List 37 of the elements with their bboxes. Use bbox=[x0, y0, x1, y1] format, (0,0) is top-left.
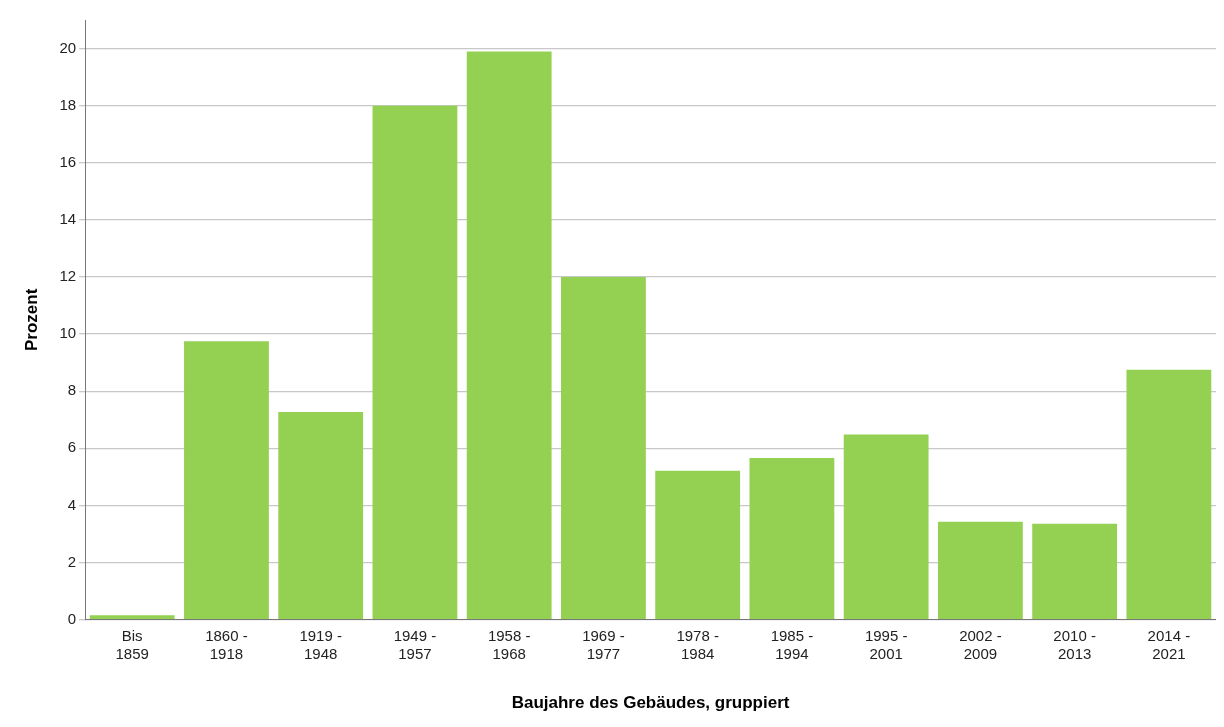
x-tick-label: 2010 - 2013 bbox=[1053, 626, 1096, 662]
bar bbox=[655, 470, 741, 619]
y-axis-title: Prozent bbox=[21, 288, 41, 351]
x-tick-label: 1978 - 1984 bbox=[676, 626, 719, 662]
bar bbox=[466, 51, 552, 619]
y-tick-label: 0 bbox=[67, 609, 77, 627]
x-tick-label: 1995 - 2001 bbox=[864, 626, 908, 662]
y-tick-label: 20 bbox=[59, 38, 77, 56]
x-tick-label: 2014 - 2021 bbox=[1147, 626, 1191, 662]
y-tick-label: 8 bbox=[67, 381, 77, 399]
x-tick-label: 1860 - 1918 bbox=[205, 626, 248, 662]
bar bbox=[372, 105, 458, 619]
bar bbox=[937, 521, 1023, 619]
x-tick-label: 1919 - 1948 bbox=[299, 626, 342, 662]
bar bbox=[749, 457, 835, 619]
y-tick-label: 12 bbox=[59, 267, 77, 285]
y-tick-label: 2 bbox=[67, 552, 77, 570]
y-tick-label: 10 bbox=[59, 324, 77, 342]
x-tick-label: 1985 - 1994 bbox=[770, 626, 814, 662]
y-tick-label: 6 bbox=[67, 438, 77, 456]
bar bbox=[278, 412, 364, 619]
y-tick-label: 14 bbox=[59, 210, 77, 228]
y-tick-label: 18 bbox=[59, 95, 77, 113]
y-tick-label: 16 bbox=[59, 152, 77, 170]
bar bbox=[89, 615, 175, 619]
x-tick-label: 1949 - 1957 bbox=[393, 626, 437, 662]
x-tick-label: Bis 1859 bbox=[115, 626, 149, 662]
x-tick-label: 1969 - 1977 bbox=[582, 626, 625, 662]
bar bbox=[1032, 523, 1118, 619]
bar bbox=[1126, 369, 1212, 619]
y-tick-label: 4 bbox=[67, 495, 77, 513]
bar bbox=[843, 434, 929, 619]
x-axis-title: Baujahre des Gebäudes, gruppiert bbox=[511, 693, 790, 713]
bar bbox=[184, 341, 269, 619]
x-tick-label: 2002 - 2009 bbox=[959, 626, 1002, 662]
x-tick-label: 1958 - 1968 bbox=[487, 626, 531, 662]
bar bbox=[561, 276, 646, 619]
